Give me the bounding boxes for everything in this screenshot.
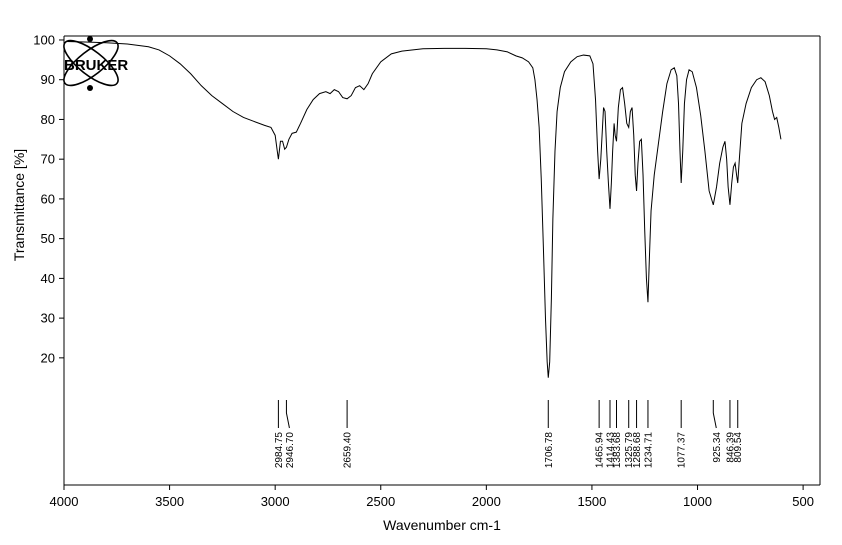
peak-marker-line	[712, 400, 717, 429]
x-tick-label: 3000	[261, 494, 290, 509]
y-tick-label: 20	[41, 350, 55, 365]
y-tick-label: 90	[41, 72, 55, 87]
peak-label: 1325.79	[624, 432, 635, 469]
peak-label: 1465.94	[595, 432, 606, 469]
y-tick-label: 40	[41, 271, 55, 286]
y-tick-label: 30	[41, 311, 55, 326]
peak-label: 1234.71	[643, 432, 654, 469]
x-axis-title: Wavenumber cm-1	[383, 517, 501, 533]
peak-label: 1706.78	[544, 432, 555, 469]
peak-label: 925.34	[712, 432, 723, 463]
x-tick-label: 1000	[683, 494, 712, 509]
bruker-logo: BRUKER	[63, 36, 128, 91]
x-tick-label: 2500	[366, 494, 395, 509]
peak-label: 1288.68	[632, 432, 643, 469]
y-tick-label: 60	[41, 191, 55, 206]
y-tick-label: 100	[33, 32, 55, 47]
spectrum-series-line	[66, 41, 782, 378]
x-tick-label: 1500	[577, 494, 606, 509]
x-tick-label: 4000	[50, 494, 79, 509]
peak-markers: 2984.75 2946.70 2659.40 1706.78 1465.94 1414.…	[274, 400, 744, 468]
peak-label: 2659.40	[343, 432, 354, 469]
peak-label: 1077.37	[677, 432, 688, 469]
x-tick-label: 2000	[472, 494, 501, 509]
peak-label: 2946.70	[285, 432, 296, 469]
y-axis-ticks: 20 30 40 50 60 70 80 90 100	[33, 32, 64, 365]
plot-frame	[63, 35, 821, 486]
y-tick-label: 50	[41, 231, 55, 246]
peak-label: 2984.75	[274, 432, 285, 469]
peak-label: 1414.43	[606, 432, 617, 469]
peak-marker-line	[285, 400, 290, 429]
x-axis-ticks: 4000 3500 3000 2500 2000 1500 1000 500	[50, 485, 814, 509]
atom-icon	[63, 36, 119, 91]
x-tick-label: 3500	[155, 494, 184, 509]
y-tick-label: 70	[41, 152, 55, 167]
peak-label: 809.54	[733, 432, 744, 463]
y-axis-title: Transmittance [%]	[11, 149, 27, 261]
peak-label: 846.39	[725, 432, 736, 463]
y-tick-label: 80	[41, 112, 55, 127]
x-tick-label: 500	[792, 494, 814, 509]
peak-label: 1383.68	[612, 432, 623, 469]
logo-text: BRUKER	[64, 57, 128, 74]
